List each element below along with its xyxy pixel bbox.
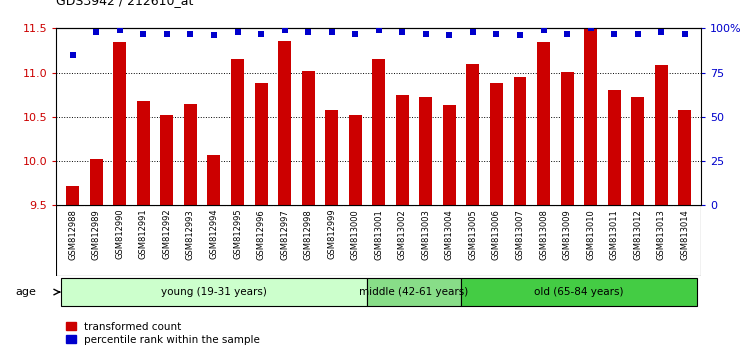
Bar <box>302 71 314 205</box>
Text: GSM812988: GSM812988 <box>68 209 77 260</box>
Text: GSM812989: GSM812989 <box>92 209 100 259</box>
Text: GSM813014: GSM813014 <box>680 209 689 259</box>
Point <box>326 29 338 35</box>
Text: GSM812993: GSM812993 <box>186 209 195 259</box>
Point <box>161 31 173 36</box>
Text: age: age <box>15 287 36 297</box>
Bar <box>419 97 432 205</box>
Point <box>561 31 573 36</box>
Point <box>232 29 244 35</box>
Legend: transformed count, percentile rank within the sample: transformed count, percentile rank withi… <box>62 317 265 349</box>
Point <box>490 31 502 36</box>
Bar <box>678 110 692 205</box>
Text: middle (42-61 years): middle (42-61 years) <box>359 287 469 297</box>
Point <box>467 29 479 35</box>
Text: GSM812990: GSM812990 <box>116 209 124 259</box>
Point <box>208 33 220 38</box>
Bar <box>514 77 526 205</box>
Text: GSM813004: GSM813004 <box>445 209 454 259</box>
Bar <box>160 115 173 205</box>
Point <box>255 31 267 36</box>
Text: GSM813005: GSM813005 <box>469 209 478 259</box>
Bar <box>443 105 456 205</box>
Text: GSM813007: GSM813007 <box>515 209 524 260</box>
Text: GSM812991: GSM812991 <box>139 209 148 259</box>
Point <box>396 29 408 35</box>
Bar <box>632 97 644 205</box>
Bar <box>584 28 597 205</box>
Point <box>538 27 550 33</box>
Bar <box>396 95 409 205</box>
Point <box>350 31 361 36</box>
Point <box>373 27 385 33</box>
Bar <box>278 41 291 205</box>
Text: GSM813006: GSM813006 <box>492 209 501 260</box>
Bar <box>90 159 103 205</box>
Text: GSM812994: GSM812994 <box>209 209 218 259</box>
Text: GSM812992: GSM812992 <box>163 209 172 259</box>
Bar <box>326 110 338 205</box>
Bar <box>490 83 503 205</box>
Text: GSM813012: GSM813012 <box>633 209 642 259</box>
Text: GSM813009: GSM813009 <box>562 209 572 259</box>
Bar <box>349 115 361 205</box>
Point <box>420 31 432 36</box>
Bar <box>537 42 550 205</box>
Text: old (65-84 years): old (65-84 years) <box>534 287 623 297</box>
Bar <box>372 59 386 205</box>
Bar <box>655 65 668 205</box>
Point <box>584 25 596 31</box>
Bar <box>136 101 150 205</box>
Text: GSM812998: GSM812998 <box>304 209 313 259</box>
Point <box>514 33 526 38</box>
Text: GSM812995: GSM812995 <box>233 209 242 259</box>
Text: GSM813003: GSM813003 <box>422 209 430 260</box>
Point <box>608 31 620 36</box>
Text: GSM813001: GSM813001 <box>374 209 383 259</box>
Text: GSM812996: GSM812996 <box>256 209 265 259</box>
FancyBboxPatch shape <box>367 278 461 306</box>
Text: GSM813008: GSM813008 <box>539 209 548 260</box>
Point <box>679 31 691 36</box>
Text: GSM812997: GSM812997 <box>280 209 289 259</box>
Point <box>137 31 149 36</box>
Point <box>302 29 314 35</box>
Bar <box>608 90 621 205</box>
Point <box>114 27 126 33</box>
Text: GSM813000: GSM813000 <box>351 209 360 259</box>
Point <box>67 52 79 58</box>
Text: GSM813002: GSM813002 <box>398 209 406 259</box>
Point <box>632 31 644 36</box>
Text: GSM813013: GSM813013 <box>657 209 666 260</box>
Point <box>656 29 668 35</box>
Text: GSM813011: GSM813011 <box>610 209 619 259</box>
FancyBboxPatch shape <box>61 278 367 306</box>
Text: GSM812999: GSM812999 <box>327 209 336 259</box>
Text: GDS3942 / 212610_at: GDS3942 / 212610_at <box>56 0 194 7</box>
Bar <box>466 64 479 205</box>
Bar <box>560 72 574 205</box>
Bar <box>208 155 220 205</box>
Point <box>443 33 455 38</box>
Point <box>184 31 196 36</box>
Bar <box>231 59 244 205</box>
Bar <box>66 186 80 205</box>
Text: GSM813010: GSM813010 <box>586 209 595 259</box>
FancyBboxPatch shape <box>461 278 697 306</box>
Bar <box>113 42 126 205</box>
Point <box>90 29 102 35</box>
Bar <box>254 83 268 205</box>
Point <box>278 27 290 33</box>
Text: young (19-31 years): young (19-31 years) <box>161 287 267 297</box>
Bar <box>184 103 197 205</box>
